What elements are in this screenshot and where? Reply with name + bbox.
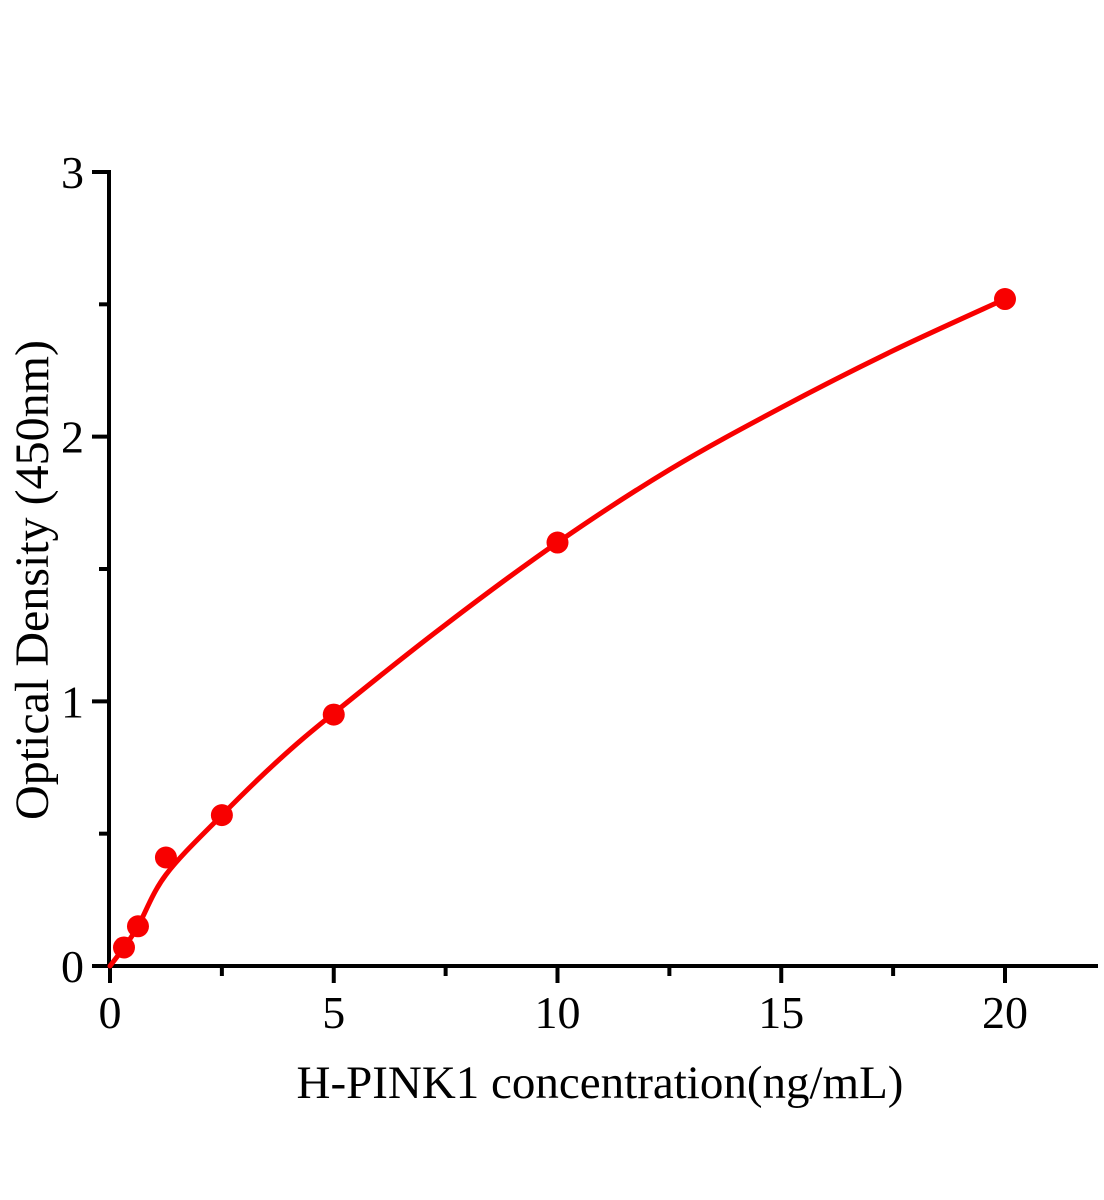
data-point (210, 804, 233, 827)
y-tick-label: 3 (61, 147, 84, 198)
data-point (112, 936, 135, 959)
x-tick-label: 20 (982, 987, 1028, 1038)
y-tick-label: 0 (61, 941, 84, 992)
ticks-layer: 0 5 10 15 20 0 1 2 3 (61, 147, 1028, 1038)
data-point (546, 531, 569, 554)
x-tick-label: 15 (758, 987, 804, 1038)
x-tick-label: 0 (99, 987, 122, 1038)
x-tick-label: 10 (535, 987, 581, 1038)
x-axis-title: H-PINK1 concentration(ng/mL) (297, 1057, 904, 1109)
standard-curve-line (107, 296, 1008, 969)
data-point (994, 288, 1016, 311)
series-layer (107, 288, 1016, 969)
data-point (154, 846, 177, 869)
axes-layer (107, 170, 1098, 968)
y-axis-title: Optical Density (450nm) (6, 340, 59, 820)
y-tick-label: 2 (61, 412, 84, 463)
data-point (322, 703, 345, 726)
x-tick-label: 5 (322, 987, 345, 1038)
y-tick-label: 1 (61, 676, 84, 727)
data-point (126, 915, 149, 938)
